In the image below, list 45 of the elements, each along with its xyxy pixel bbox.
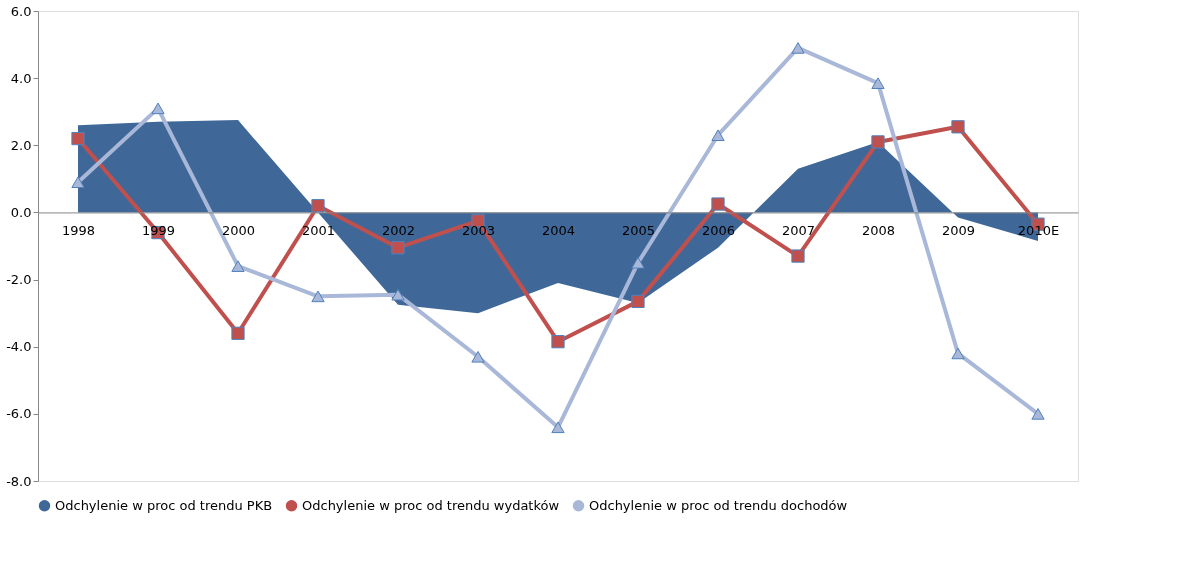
x-tick-label: 2005: [621, 222, 656, 238]
point: [311, 290, 325, 303]
y-tick-label: 6.0: [10, 3, 32, 19]
y-tick-label: 2.0: [10, 137, 32, 153]
point: [551, 421, 565, 434]
point: [231, 260, 245, 272]
legend-label: Odchylenie w proc od trendu PKB: [55, 497, 273, 513]
point: [551, 335, 565, 349]
point: [71, 176, 85, 189]
point: [231, 326, 245, 340]
point: [711, 129, 725, 142]
y-tick-label: 0.0: [10, 204, 32, 220]
point: [711, 197, 725, 211]
point: [631, 294, 645, 309]
y-tick-label: -8.0: [6, 473, 32, 489]
point: [1031, 408, 1045, 420]
x-tick-label: 2008: [861, 222, 896, 238]
x-tick-label: 2010E: [1017, 222, 1060, 238]
point: [791, 249, 805, 263]
point: [871, 77, 885, 89]
x-tick-label: 2007: [781, 222, 816, 238]
point: [791, 42, 805, 54]
point: [311, 199, 325, 213]
x-tick-label: 1998: [61, 222, 96, 238]
y-tick-label: -2.0: [6, 272, 32, 288]
point: [471, 350, 485, 363]
x-tick-label: 2004: [541, 222, 576, 238]
point: [391, 241, 405, 255]
point: [151, 102, 165, 115]
point: [631, 256, 645, 269]
legend-label: Odchylenie w proc od trendu dochodów: [589, 497, 848, 513]
point: [951, 120, 965, 134]
x-tick-label: 2009: [941, 222, 976, 238]
legend-label: Odchylenie w proc od trendu wydatków: [302, 497, 560, 513]
point: [391, 288, 405, 301]
point: [951, 347, 965, 360]
x-tick-label: 2000: [221, 222, 256, 238]
y-tick-label: -6.0: [6, 406, 32, 422]
y-tick-label: 4.0: [10, 70, 32, 86]
x-tick-label: 2002: [381, 222, 416, 238]
y-tick-label: -4.0: [6, 339, 32, 355]
x-tick-label: 2006: [701, 222, 736, 238]
point: [71, 131, 85, 146]
point: [871, 135, 885, 149]
x-tick-label: 2001: [301, 222, 336, 238]
